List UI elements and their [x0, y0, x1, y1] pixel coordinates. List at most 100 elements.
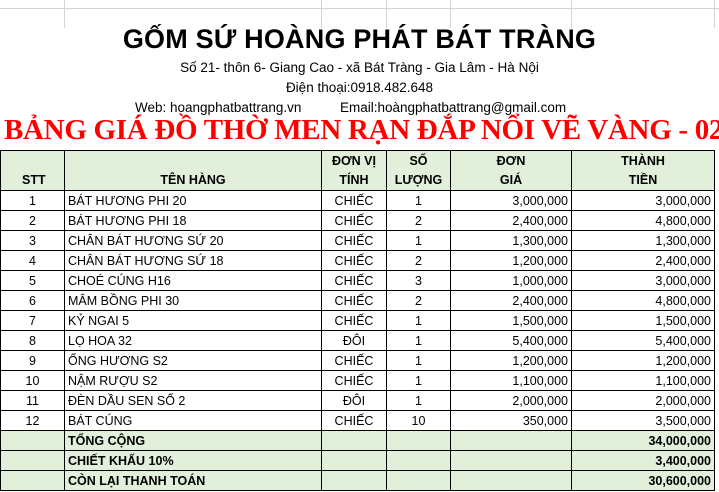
cell-stt: 7 — [0, 310, 65, 331]
cell-price: 2,400,000 — [450, 290, 572, 311]
total-row: TỔNG CỘNG 34,000,000 — [0, 430, 715, 451]
cell-total: 2,400,000 — [571, 250, 715, 271]
cell-stt: 11 — [0, 390, 65, 411]
cell-empty — [450, 450, 572, 471]
cell-unit: ĐÔI — [321, 330, 387, 351]
total-value: 3,400,000 — [571, 450, 715, 471]
cell-stt: 4 — [0, 250, 65, 271]
table-row: 4 CHÂN BÁT HƯƠNG SỨ 18 CHIẾC 2 1,200,000 2,40… — [0, 250, 715, 271]
cell-empty — [0, 470, 65, 491]
table-row: 12 BÁT CÚNG CHIẾC 10 350,000 3,500,000 — [0, 410, 715, 431]
cell-stt: 9 — [0, 350, 65, 371]
company-website: Web: hoangphatbattrang.vn — [135, 100, 302, 115]
cell-stt: 10 — [0, 370, 65, 391]
cell-unit: CHIẾC — [321, 190, 387, 211]
cell-total: 5,400,000 — [571, 330, 715, 351]
cell-name: BÁT HƯƠNG PHI 20 — [64, 190, 322, 211]
cell-price: 350,000 — [450, 410, 572, 431]
cell-price: 1,000,000 — [450, 270, 572, 291]
col-header-price: ĐƠN GIÁ — [450, 150, 572, 191]
cell-unit: CHIẾC — [321, 230, 387, 251]
cell-stt: 12 — [0, 410, 65, 431]
cell-price: 5,400,000 — [450, 330, 572, 351]
total-row: CÒN LẠI THANH TOÁN 30,600,000 — [0, 470, 715, 491]
cell-empty — [321, 450, 387, 471]
cell-qty: 2 — [386, 290, 451, 311]
cell-qty: 10 — [386, 410, 451, 431]
cell-price: 1,300,000 — [450, 230, 572, 251]
cell-qty: 2 — [386, 210, 451, 231]
company-address: Số 21- thôn 6- Giang Cao - xã Bát Tràng … — [180, 60, 539, 75]
cell-price: 2,400,000 — [450, 210, 572, 231]
cell-empty — [450, 470, 572, 491]
cell-name: ỐNG HƯƠNG S2 — [64, 350, 322, 371]
cell-empty — [386, 430, 451, 451]
cell-empty — [321, 430, 387, 451]
table-row: 10 NẬM RƯỢU S2 CHIẾC 1 1,100,000 1,100,000 — [0, 370, 715, 391]
col-header-total: THÀNH TIỀN — [571, 150, 715, 191]
cell-name: BÁT CÚNG — [64, 410, 322, 431]
cell-unit: ĐÔI — [321, 390, 387, 411]
cell-empty — [0, 450, 65, 471]
table-row: 2 BÁT HƯƠNG PHI 18 CHIẾC 2 2,400,000 4,800,00… — [0, 210, 715, 231]
table-row: 9 ỐNG HƯƠNG S2 CHIẾC 1 1,200,000 1,200,000 — [0, 350, 715, 371]
cell-unit: CHIẾC — [321, 270, 387, 291]
cell-empty — [450, 430, 572, 451]
cell-qty: 1 — [386, 190, 451, 211]
company-email: Email:hoàngphatbattrang@gmail.com — [340, 100, 567, 115]
cell-price: 3,000,000 — [450, 190, 572, 211]
cell-price: 1,100,000 — [450, 370, 572, 391]
table-header-row: STT TÊN HÀNG ĐƠN VỊ TÍNH SỐ LƯỢNG ĐƠN GIÁ T… — [0, 150, 715, 191]
cell-qty: 3 — [386, 270, 451, 291]
total-row: CHIẾT KHẤU 10% 3,400,000 — [0, 450, 715, 471]
cell-stt: 2 — [0, 210, 65, 231]
cell-qty: 1 — [386, 390, 451, 411]
cell-unit: CHIẾC — [321, 310, 387, 331]
cell-name: MÂM BỒNG PHI 30 — [64, 290, 322, 311]
price-table: STT TÊN HÀNG ĐƠN VỊ TÍNH SỐ LƯỢNG ĐƠN GIÁ T… — [0, 150, 715, 491]
total-value: 34,000,000 — [571, 430, 715, 451]
cell-qty: 1 — [386, 370, 451, 391]
cell-name: ĐÈN DẦU SEN SỐ 2 — [64, 390, 322, 411]
cell-total: 1,200,000 — [571, 350, 715, 371]
cell-name: KỶ NGAI 5 — [64, 310, 322, 331]
total-label: CÒN LẠI THANH TOÁN — [64, 470, 322, 491]
cell-total: 4,800,000 — [571, 290, 715, 311]
cell-empty — [386, 470, 451, 491]
cell-total: 1,500,000 — [571, 310, 715, 331]
sheet-gridlines — [0, 0, 719, 28]
table-row: 6 MÂM BỒNG PHI 30 CHIẾC 2 2,400,000 4,800,000 — [0, 290, 715, 311]
cell-name: CHÂN BÁT HƯƠNG SỨ 18 — [64, 250, 322, 271]
total-value: 30,600,000 — [571, 470, 715, 491]
cell-qty: 1 — [386, 310, 451, 331]
table-row: 7 KỶ NGAI 5 CHIẾC 1 1,500,000 1,500,000 — [0, 310, 715, 331]
total-label: CHIẾT KHẤU 10% — [64, 450, 322, 471]
cell-price: 1,200,000 — [450, 250, 572, 271]
cell-stt: 5 — [0, 270, 65, 291]
cell-empty — [321, 470, 387, 491]
cell-total: 1,100,000 — [571, 370, 715, 391]
cell-total: 3,000,000 — [571, 270, 715, 291]
cell-unit: CHIẾC — [321, 350, 387, 371]
cell-price: 2,000,000 — [450, 390, 572, 411]
company-name: GỐM SỨ HOÀNG PHÁT BÁT TRÀNG — [122, 24, 597, 54]
cell-price: 1,200,000 — [450, 350, 572, 371]
cell-stt: 3 — [0, 230, 65, 251]
cell-stt: 1 — [0, 190, 65, 211]
cell-empty — [386, 450, 451, 471]
col-header-stt: STT — [0, 150, 65, 191]
cell-stt: 8 — [0, 330, 65, 351]
cell-qty: 1 — [386, 330, 451, 351]
cell-total: 2,000,000 — [571, 390, 715, 411]
table-row: 5 CHOÉ CÚNG H16 CHIẾC 3 1,000,000 3,000,000 — [0, 270, 715, 291]
cell-total: 4,800,000 — [571, 210, 715, 231]
cell-name: BÁT HƯƠNG PHI 18 — [64, 210, 322, 231]
cell-qty: 1 — [386, 350, 451, 371]
cell-name: NẬM RƯỢU S2 — [64, 370, 322, 391]
total-label: TỔNG CỘNG — [64, 430, 322, 451]
table-row: 1 BÁT HƯƠNG PHI 20 CHIẾC 1 3,000,000 3,000,00… — [0, 190, 715, 211]
cell-unit: CHIẾC — [321, 250, 387, 271]
col-header-name: TÊN HÀNG — [64, 150, 322, 191]
cell-unit: CHIẾC — [321, 290, 387, 311]
cell-total: 1,300,000 — [571, 230, 715, 251]
